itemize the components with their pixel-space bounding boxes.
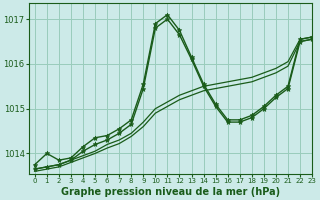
- X-axis label: Graphe pression niveau de la mer (hPa): Graphe pression niveau de la mer (hPa): [61, 187, 280, 197]
